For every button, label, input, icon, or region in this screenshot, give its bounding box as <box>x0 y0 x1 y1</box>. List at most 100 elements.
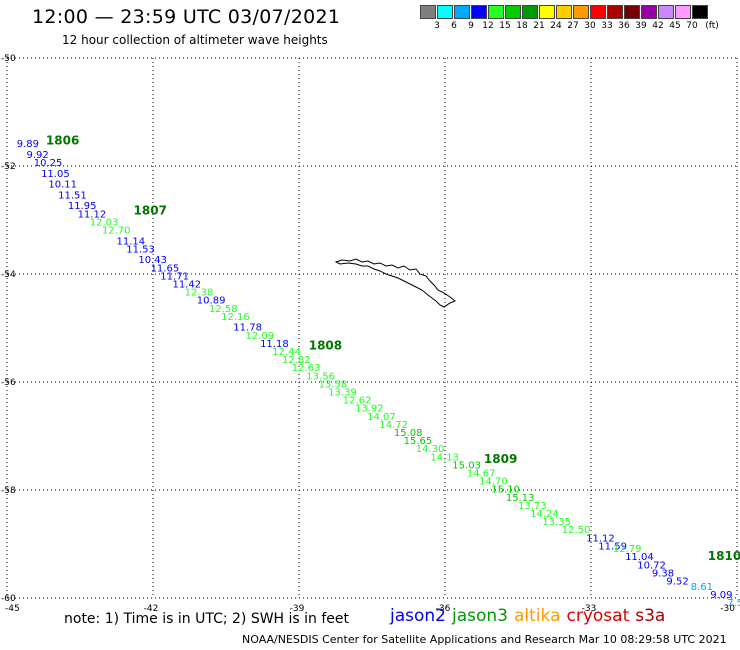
colorbar-swatch <box>522 5 538 19</box>
wave-height-value: 10.43 <box>138 255 167 266</box>
wave-height-value: 12.62 <box>343 396 372 407</box>
wave-height-value: 10.11 <box>48 180 77 191</box>
lon-tick-label: -45 <box>5 604 20 614</box>
wave-height-value: 11.65 <box>151 263 180 274</box>
wave-height-value: 14.07 <box>367 412 396 423</box>
wave-height-value: 15.03 <box>452 460 481 471</box>
wave-height-value: 13.58 <box>318 379 347 390</box>
lon-tick-label: -36 <box>436 604 451 614</box>
wave-height-value: 12.70 <box>102 226 131 237</box>
axis-tick-labels: -45 -42 -39 -36 -33 -30 -50 -52 -54 -56 -58 -60 <box>1 54 735 614</box>
map-title: 12:00 — 23:59 UTC 03/07/2021 <box>32 6 341 28</box>
colorbar-swatch <box>692 5 708 19</box>
lon-tick-label: -33 <box>582 604 597 614</box>
wave-height-value: 12.44 <box>272 347 301 358</box>
wave-height-value: 12.16 <box>221 312 250 323</box>
wave-height-value: 14.72 <box>379 420 408 431</box>
wave-height-value: 14.24 <box>530 509 559 520</box>
lat-lon-grid <box>6 57 738 599</box>
wave-height-value: 12.50 <box>562 525 591 536</box>
wave-height-value: 15.08 <box>394 428 423 439</box>
wave-height-value: 15.10 <box>491 485 520 496</box>
colorbar-label: 6 <box>451 21 457 31</box>
wave-height-value: 10.89 <box>197 296 226 307</box>
colorbar-swatch <box>539 5 555 19</box>
wave-height-value: 10.25 <box>34 158 63 169</box>
lat-tick-label: -58 <box>1 486 16 496</box>
map-subtitle: 12 hour collection of altimeter wave hei… <box>62 33 328 47</box>
wave-height-value: 14.70 <box>479 477 508 488</box>
wave-height-value: 11.05 <box>41 169 70 180</box>
wave-height-value: 11.12 <box>78 209 107 220</box>
wave-height-value: 11.04 <box>625 552 654 563</box>
wave-height-value: 13.39 <box>328 388 357 399</box>
lat-tick-label: -60 <box>1 594 16 604</box>
colorbar-swatch <box>488 5 504 19</box>
wave-height-value: 15.65 <box>404 436 433 447</box>
hour-label: 1810 <box>708 549 740 563</box>
wave-height-value: 9.09 <box>710 590 732 601</box>
hour-label: 1808 <box>309 339 342 353</box>
wave-height-value: 14.67 <box>467 469 496 480</box>
lat-tick-label: -50 <box>1 54 16 64</box>
wave-height-value: 12.63 <box>292 363 321 374</box>
lon-tick-label: -39 <box>290 604 305 614</box>
wave-height-value: 11.18 <box>260 339 289 350</box>
wave-height-value: 12.82 <box>282 355 311 366</box>
wave-height-value: 9.89 <box>17 139 39 150</box>
wave-height-value: 13.73 <box>518 501 547 512</box>
lat-tick-label: -54 <box>1 270 16 280</box>
colorbar-swatch <box>607 5 623 19</box>
wave-height-value: 11.51 <box>58 190 87 201</box>
colorbar-label: 36 <box>618 21 630 31</box>
lon-tick-label: -42 <box>144 604 159 614</box>
colorbar-unit: (ft) <box>705 21 719 31</box>
credit-line: NOAA/NESDIS Center for Satellite Applica… <box>242 633 727 646</box>
colorbar-swatch <box>658 5 674 19</box>
colorbar-swatch <box>590 5 606 19</box>
colorbar-label: 12 <box>482 21 494 31</box>
colorbar-swatch <box>437 5 453 19</box>
wave-height-value: 13.56 <box>306 371 335 382</box>
wave-height-value: 12.79 <box>613 544 642 555</box>
satellite-legend-item: jason2 <box>390 606 446 626</box>
satellite-legend-item: s3a <box>635 606 666 626</box>
wave-height-value: 12.03 <box>90 217 119 228</box>
wave-height-value: 12.09 <box>245 331 274 342</box>
footer-note: note: 1) Time is in UTC; 2) SWH is in fe… <box>64 611 350 627</box>
colorbar-label: 21 <box>533 21 545 31</box>
satellite-legend-item: cryosat <box>566 606 630 626</box>
wave-height-value: 11.14 <box>117 236 146 247</box>
wave-height-value: 8.61 <box>691 582 713 593</box>
hour-labels: 1806 1807 1808 1809 1810 <box>46 133 740 563</box>
colorbar-swatch <box>454 5 470 19</box>
wave-height-value: 13.35 <box>542 517 571 528</box>
wave-height-value: 11.12 <box>586 533 615 544</box>
colorbar-label: 18 <box>516 21 528 31</box>
south-georgia-coastline <box>334 258 456 308</box>
hour-label: 1807 <box>134 204 167 218</box>
colorbar-label: 42 <box>652 21 664 31</box>
colorbar-label: 39 <box>635 21 647 31</box>
colorbar-label: 15 <box>499 21 511 31</box>
satellite-legend: jason2 jason3 altika cryosat s3a <box>390 606 671 626</box>
wave-height-value: 9.92 <box>26 150 48 161</box>
wave-height-value: 11.53 <box>126 244 155 255</box>
hour-label: 1809 <box>484 452 517 466</box>
hour-label: 1806 <box>46 133 79 147</box>
wave-height-value: 11.78 <box>233 323 262 334</box>
lat-tick-label: -52 <box>1 162 16 172</box>
colorbar-label: 24 <box>550 21 562 31</box>
wave-height-value: 9.38 <box>652 568 674 579</box>
colorbar-swatch <box>675 5 691 19</box>
wave-height-value: 11.95 <box>68 201 97 212</box>
colorbar-label: 9 <box>468 21 474 31</box>
lon-tick-label: -30 <box>720 604 735 614</box>
wave-height-value: 11.71 <box>160 271 189 282</box>
colorbar-swatch <box>471 5 487 19</box>
satellite-legend-item: jason3 <box>452 606 508 626</box>
colorbar-label: 27 <box>567 21 579 31</box>
wave-height-value: 12.58 <box>209 304 238 315</box>
colorbar-swatch <box>624 5 640 19</box>
